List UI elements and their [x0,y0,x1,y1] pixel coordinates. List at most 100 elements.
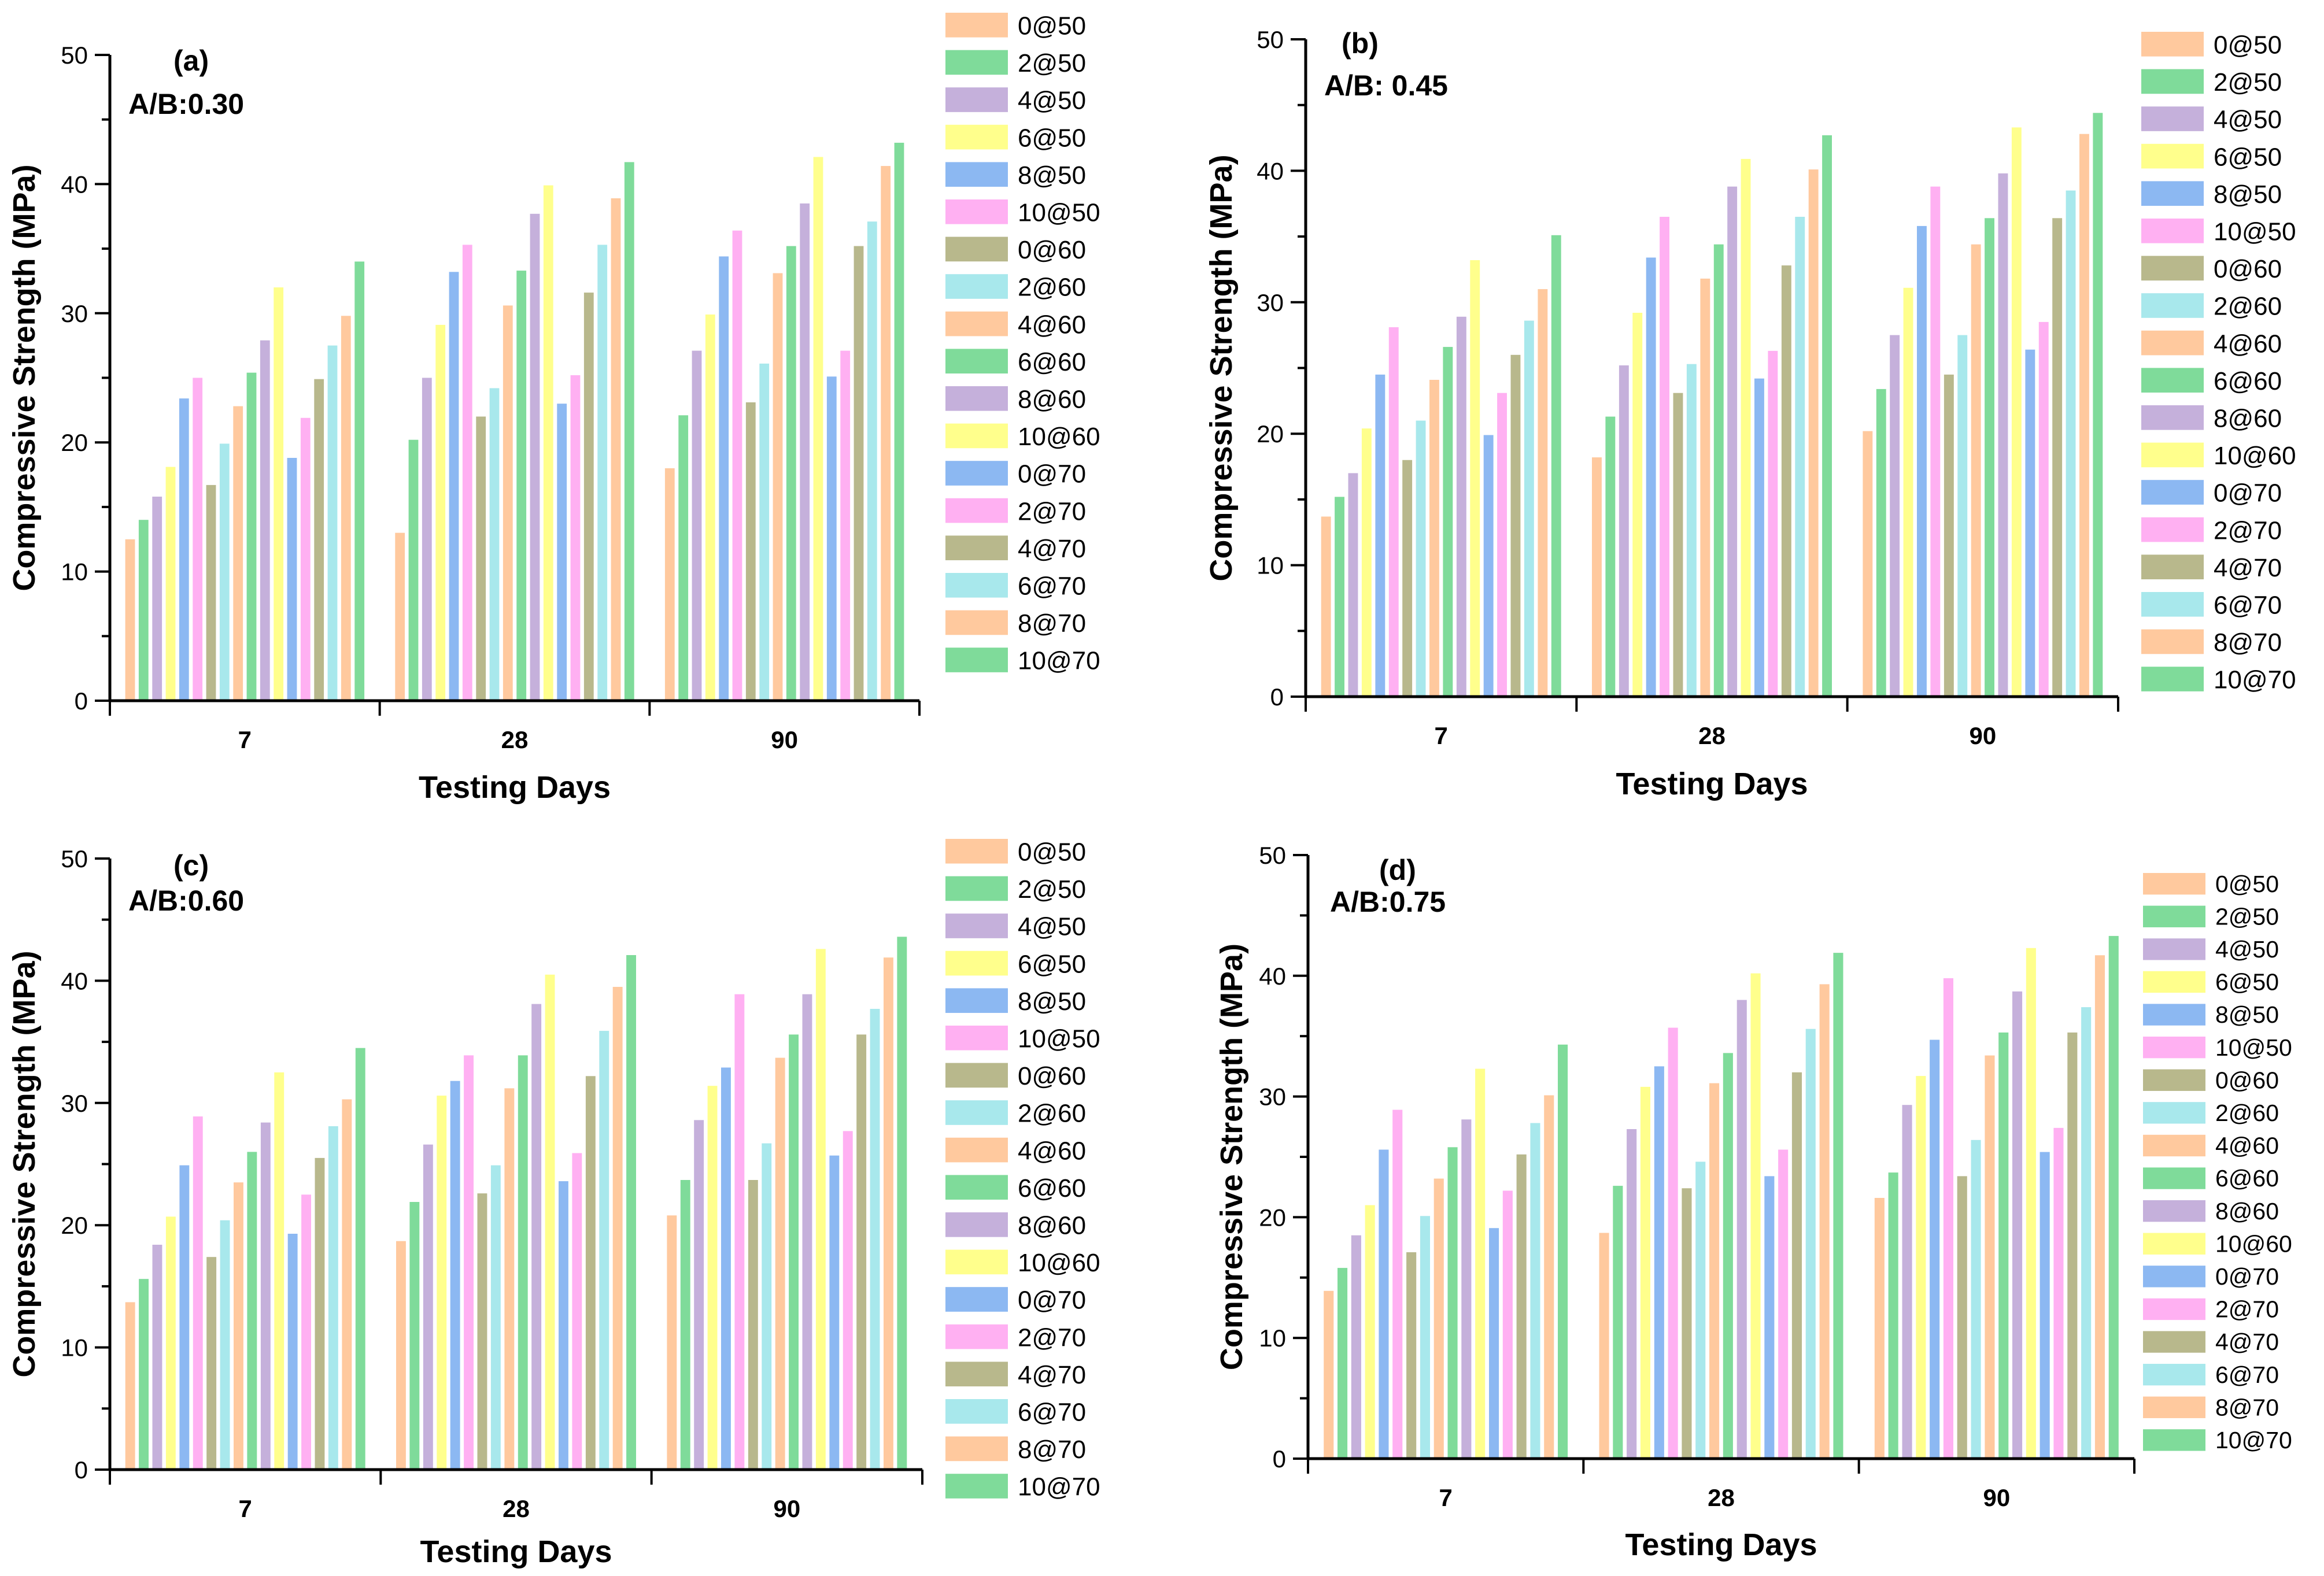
legend-swatch [2143,873,2205,895]
bar-2@70-7 [301,1194,311,1470]
bar-0@50-28 [395,532,405,701]
legend-label: 0@50 [1018,838,1086,866]
legend-label: 8@60 [1018,385,1086,413]
legend-label: 2@60 [1018,1100,1086,1128]
bar-2@60-90 [1957,335,1968,697]
y-tick-label: 50 [61,42,88,69]
bar-10@60-28 [545,974,555,1470]
bar-0@60-90 [1957,1176,1967,1459]
bar-4@70-28 [583,293,594,701]
legend-label: 4@50 [2215,936,2279,963]
legend-swatch [945,876,1008,901]
legend-label: 0@60 [1018,1062,1086,1090]
bar-0@70-28 [1764,1176,1775,1459]
legend-swatch [945,50,1008,75]
bar-4@60-7 [233,406,243,701]
bar-4@70-7 [315,1157,325,1470]
bar-2@70-28 [1778,1149,1789,1459]
y-tick-label: 20 [1257,420,1284,447]
legend-swatch [945,199,1008,224]
legend-swatch [2141,629,2204,654]
bar-4@60-90 [773,273,783,701]
panel-label: (c) [173,849,209,882]
legend-swatch [945,839,1008,864]
bar-4@70-7 [1516,1154,1527,1459]
legend-label: 4@50 [2214,106,2282,134]
legend-swatch [2143,1167,2205,1189]
bar-4@70-90 [854,246,864,701]
legend-label: 4@60 [2214,330,2282,358]
bar-0@50-28 [1592,457,1602,697]
y-axis-title: Compressive Strength (MPa) [1214,944,1249,1370]
legend-label: 10@70 [2215,1427,2292,1453]
legend-label: 0@50 [2215,871,2279,897]
bar-2@50-7 [1337,1268,1348,1459]
bar-2@70-7 [1497,393,1507,697]
y-tick-label: 10 [61,558,88,586]
y-axis-title: Compressive Strength (MPa) [7,950,42,1377]
legend-label: 0@60 [2215,1067,2279,1093]
legend-swatch [2141,480,2204,505]
legend-swatch [2141,143,2204,169]
bar-8@50-7 [1379,1149,1389,1459]
legend-swatch [2143,1200,2205,1222]
legend-swatch [2141,181,2204,206]
legend-label: 0@60 [1018,236,1086,264]
x-tick-label: 28 [1708,1484,1735,1511]
bar-6@50-90 [1903,287,1913,697]
legend-swatch [945,124,1008,150]
y-tick-label: 30 [61,300,88,327]
bar-10@50-7 [1388,327,1399,697]
bar-6@60-28 [1723,1053,1733,1459]
legend-label: 8@70 [2215,1394,2279,1420]
bar-2@70-7 [1502,1190,1513,1459]
legend-swatch [945,648,1008,672]
legend-swatch [945,950,1008,976]
legend-label: 0@70 [2214,479,2282,508]
bar-0@70-7 [1483,435,1494,697]
ab-ratio-label: A/B: 0.45 [1324,69,1448,102]
bar-6@70-7 [328,1126,338,1470]
legend-swatch [2143,1396,2205,1418]
legend-label: 8@70 [1018,1436,1086,1464]
bar-2@60-28 [490,1165,501,1470]
bar-2@60-7 [220,1220,230,1470]
legend-label: 10@50 [2215,1034,2292,1061]
bar-8@60-7 [260,1122,271,1470]
ab-ratio-label: A/B:0.30 [128,88,244,120]
bar-8@70-90 [884,957,893,1470]
bar-2@70-90 [2038,321,2049,697]
bar-4@70-7 [314,379,324,701]
bar-10@70-28 [624,162,634,701]
bar-6@70-28 [1805,1029,1816,1459]
bar-4@50-28 [423,1144,433,1470]
legend-label: 4@60 [2215,1133,2279,1159]
bar-2@50-28 [1613,1186,1623,1459]
legend-label: 4@50 [1018,913,1086,941]
bar-8@60-7 [1456,316,1466,697]
bar-10@50-28 [1660,217,1669,697]
bar-6@60-28 [518,1055,528,1470]
bar-0@50-28 [1599,1233,1609,1459]
bar-0@50-90 [1863,431,1873,697]
bar-0@60-7 [1402,460,1413,697]
bar-2@60-28 [489,388,500,701]
legend-swatch [2143,1298,2205,1320]
x-tick-label: 90 [1983,1484,2010,1511]
bar-2@60-90 [1971,1140,1981,1459]
bar-0@50-7 [1324,1290,1334,1459]
bar-8@60-28 [531,1004,542,1470]
legend-swatch [945,386,1008,411]
bar-6@60-90 [786,246,796,701]
bar-6@70-28 [599,1031,609,1470]
legend-label: 8@60 [2215,1198,2279,1224]
bar-2@60-7 [1420,1216,1430,1459]
bar-2@60-7 [1416,420,1426,697]
bar-0@60-28 [476,416,486,701]
bar-6@70-90 [867,221,877,701]
bar-10@60-7 [274,287,284,701]
ab-ratio-label: A/B:0.60 [128,885,244,917]
bar-8@60-28 [1736,1000,1747,1459]
bar-4@60-90 [1971,244,1981,697]
bar-4@60-90 [775,1057,785,1470]
